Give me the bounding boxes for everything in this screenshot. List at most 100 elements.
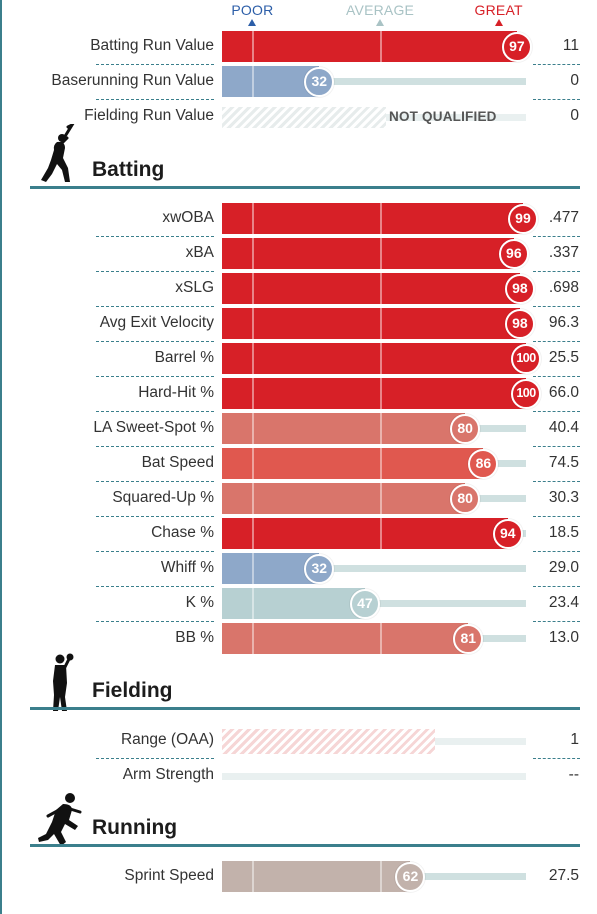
bar-gridline — [252, 308, 255, 339]
row-divider-right — [533, 236, 580, 237]
left-border — [0, 0, 2, 914]
bar-barrel — [222, 343, 526, 374]
bar-gridline — [380, 31, 383, 62]
row-value-avg-exit-velocity: 96.3 — [548, 313, 579, 331]
row-divider-left — [96, 621, 214, 622]
section-rule-batting — [30, 186, 580, 189]
row-value-xslg: .698 — [548, 278, 579, 296]
row-label-baserunning-run-value: Baserunning Run Value — [51, 71, 214, 89]
bar-gridline — [252, 203, 255, 234]
row-divider-left — [96, 376, 214, 377]
percentile-bubble-squared-up: 80 — [450, 483, 481, 514]
runner-icon — [36, 792, 86, 853]
row-divider-left — [96, 271, 214, 272]
bar-gridline — [252, 448, 255, 479]
track-range-oaa — [434, 737, 526, 745]
row-divider-right — [533, 481, 580, 482]
row-value-fielding-run-value: 0 — [570, 106, 579, 124]
bar-gridline — [252, 861, 255, 892]
row-label-la-sweet-spot: LA Sweet-Spot % — [93, 418, 214, 436]
percentile-bubble-xba: 96 — [498, 238, 529, 269]
bar-range-oaa-hatched — [222, 729, 435, 754]
row-label-range-oaa: Range (OAA) — [120, 730, 214, 748]
bar-gridline — [252, 66, 255, 97]
section-rule-running — [30, 844, 580, 847]
row-divider-left — [96, 236, 214, 237]
row-label-xwoba: xwOBA — [162, 208, 214, 226]
bar-bat-speed — [222, 448, 484, 479]
bar-xwoba — [222, 203, 523, 234]
percentile-bubble-chase: 94 — [492, 518, 523, 549]
bar-chase — [222, 518, 508, 549]
row-value-range-oaa: 1 — [570, 730, 579, 748]
bar-gridline — [252, 518, 255, 549]
row-value-xba: .337 — [548, 243, 579, 261]
row-label-xslg: xSLG — [175, 278, 214, 296]
track-arm-strength — [222, 772, 526, 780]
row-label-avg-exit-velocity: Avg Exit Velocity — [99, 313, 214, 331]
section-title-fielding: Fielding — [92, 679, 173, 702]
row-divider-right — [533, 306, 580, 307]
track-fielding-run-value — [386, 113, 526, 121]
row-divider-left — [96, 481, 214, 482]
bar-gridline — [380, 623, 383, 654]
bar-gridline — [380, 518, 383, 549]
row-divider-left — [96, 341, 214, 342]
row-divider-left — [96, 516, 214, 517]
row-divider-right — [533, 99, 580, 100]
section-title-running: Running — [92, 816, 178, 839]
row-divider-right — [533, 551, 580, 552]
row-label-chase: Chase % — [151, 523, 214, 541]
track-whiff — [222, 565, 526, 572]
row-label-bb: BB % — [175, 628, 214, 646]
percentile-bubble-bat-speed: 86 — [468, 448, 499, 479]
row-divider-right — [533, 411, 580, 412]
row-value-chase: 18.5 — [548, 523, 579, 541]
percentile-bubble-bb: 81 — [453, 623, 484, 654]
row-value-k: 23.4 — [548, 593, 579, 611]
bar-gridline — [380, 448, 383, 479]
row-divider-right — [533, 621, 580, 622]
row-divider-right — [533, 341, 580, 342]
bar-gridline — [380, 308, 383, 339]
row-value-hard-hit: 66.0 — [548, 383, 579, 401]
batter-icon — [38, 121, 80, 191]
percentile-bubble-la-sweet-spot: 80 — [450, 413, 481, 444]
bar-xslg — [222, 273, 520, 304]
bar-gridline — [380, 203, 383, 234]
percentile-bubble-sprint-speed: 62 — [395, 861, 426, 892]
row-value-barrel: 25.5 — [548, 348, 579, 366]
bar-bb — [222, 623, 469, 654]
row-divider-left — [96, 306, 214, 307]
section-title-batting: Batting — [92, 158, 165, 181]
row-divider-right — [533, 516, 580, 517]
row-divider-left — [96, 586, 214, 587]
row-value-batting-run-value: 11 — [562, 36, 579, 54]
percentile-bubble-avg-exit-velocity: 98 — [504, 308, 535, 339]
row-divider-left — [96, 64, 214, 65]
row-divider-left — [96, 551, 214, 552]
bar-gridline — [252, 588, 255, 619]
percentile-bubble-xwoba: 99 — [507, 203, 538, 234]
row-divider-right — [533, 446, 580, 447]
bar-gridline — [252, 273, 255, 304]
row-value-bb: 13.0 — [548, 628, 579, 646]
scale-arrow-great-icon — [494, 19, 503, 26]
bar-gridline — [252, 238, 255, 269]
row-value-la-sweet-spot: 40.4 — [548, 418, 579, 436]
bar-hard-hit — [222, 378, 526, 409]
percentile-bubble-baserunning-run-value: 32 — [304, 66, 335, 97]
row-label-whiff: Whiff % — [160, 558, 214, 576]
bar-gridline — [380, 273, 383, 304]
row-label-xba: xBA — [185, 243, 214, 261]
percentile-bubble-xslg: 98 — [504, 273, 535, 304]
bar-k — [222, 588, 365, 619]
percentile-bubble-whiff: 32 — [304, 553, 335, 584]
percentile-bubble-batting-run-value: 97 — [501, 31, 532, 62]
percentile-bubble-k: 47 — [349, 588, 380, 619]
bar-gridline — [252, 553, 255, 584]
percentile-bubble-barrel: 100 — [511, 343, 541, 374]
bar-gridline — [380, 378, 383, 409]
row-label-arm-strength: Arm Strength — [122, 765, 214, 783]
row-label-barrel: Barrel % — [154, 348, 214, 366]
